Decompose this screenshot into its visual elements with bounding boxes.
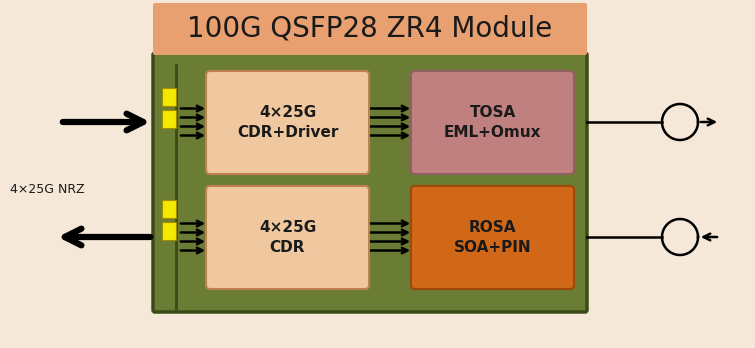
Text: ROSA
SOA+PIN: ROSA SOA+PIN xyxy=(454,220,532,255)
FancyBboxPatch shape xyxy=(153,3,587,55)
Bar xyxy=(162,200,176,218)
FancyBboxPatch shape xyxy=(153,53,587,312)
Text: 4×25G
CDR: 4×25G CDR xyxy=(259,220,316,255)
Text: 4×25G
CDR+Driver: 4×25G CDR+Driver xyxy=(237,105,338,140)
FancyBboxPatch shape xyxy=(411,186,574,289)
Bar xyxy=(162,222,176,240)
Text: 4×25G NRZ: 4×25G NRZ xyxy=(10,183,85,196)
FancyBboxPatch shape xyxy=(206,186,369,289)
Bar xyxy=(162,88,176,106)
Bar xyxy=(162,110,176,128)
Text: TOSA
EML+Omux: TOSA EML+Omux xyxy=(444,105,541,140)
Text: 100G QSFP28 ZR4 Module: 100G QSFP28 ZR4 Module xyxy=(187,15,553,43)
FancyBboxPatch shape xyxy=(206,71,369,174)
FancyBboxPatch shape xyxy=(411,71,574,174)
